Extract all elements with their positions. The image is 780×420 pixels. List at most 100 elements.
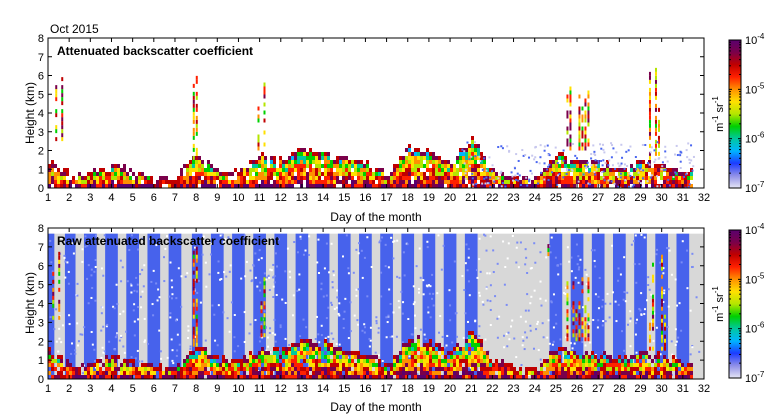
backscatter-cell <box>210 180 213 184</box>
noise-speck <box>286 247 289 250</box>
backscatter-cell <box>402 355 405 359</box>
cloud-cell <box>584 114 587 119</box>
noise-speck <box>115 332 118 335</box>
noise-speck <box>563 292 566 295</box>
cloud-cell <box>195 254 198 259</box>
noise-speck <box>550 236 553 239</box>
backscatter-cell <box>342 180 345 184</box>
aerosol-speck <box>464 168 467 171</box>
backscatter-cell <box>330 359 333 363</box>
backscatter-cell <box>471 335 474 339</box>
backscatter-cell <box>75 371 78 375</box>
aerosol-speck <box>684 186 687 188</box>
noise-speck <box>467 280 470 283</box>
noise-speck <box>387 314 390 317</box>
noise-speck <box>335 343 338 346</box>
backscatter-cell <box>573 371 576 375</box>
backscatter-cell <box>357 172 360 176</box>
cloud-cell <box>192 342 195 347</box>
backscatter-cell <box>330 363 333 367</box>
noise-speck <box>439 314 442 317</box>
backscatter-cell <box>114 375 117 379</box>
cloud-cell <box>581 130 584 135</box>
cloud-cell <box>192 111 195 116</box>
backscatter-cell <box>243 176 246 180</box>
noise-speck <box>391 335 394 338</box>
cloud-cell <box>566 126 569 131</box>
backscatter-cell <box>78 184 81 188</box>
backscatter-cell <box>513 180 516 184</box>
backscatter-cell <box>396 359 399 363</box>
backscatter-cell <box>270 164 273 168</box>
backscatter-cell <box>552 363 555 367</box>
noise-speck <box>552 293 555 296</box>
cloud-cell <box>55 89 58 94</box>
backscatter-cell <box>408 144 411 148</box>
backscatter-cell <box>426 152 429 156</box>
backscatter-cell <box>558 367 561 371</box>
noise-speck <box>662 272 665 275</box>
cloud-cell <box>257 138 260 143</box>
backscatter-cell <box>669 168 672 172</box>
noise-speck <box>338 343 341 346</box>
noise-speck <box>317 238 320 241</box>
backscatter-cell <box>276 371 279 375</box>
backscatter-cell <box>255 172 258 176</box>
cloud-cell <box>660 330 663 335</box>
cloud-cell <box>55 137 58 142</box>
backscatter-cell <box>336 160 339 164</box>
backscatter-cell <box>504 375 507 379</box>
backscatter-cell <box>447 160 450 164</box>
noise-speck <box>632 240 635 243</box>
aerosol-speck <box>607 179 610 182</box>
noise-speck <box>100 267 103 270</box>
backscatter-cell <box>492 371 495 375</box>
aerosol-speck <box>590 157 593 160</box>
backscatter-cell <box>417 152 420 156</box>
backscatter-cell <box>126 359 129 363</box>
backscatter-cell <box>315 152 318 156</box>
backscatter-cell <box>336 168 339 172</box>
backscatter-cell <box>603 180 606 184</box>
noise-speck <box>428 292 431 295</box>
noise-speck <box>77 340 80 343</box>
noise-speck <box>397 300 400 303</box>
backscatter-cell <box>270 160 273 164</box>
backscatter-cell <box>417 184 420 188</box>
backscatter-cell <box>588 359 591 363</box>
backscatter-cell <box>312 351 315 355</box>
backscatter-cell <box>570 359 573 363</box>
backscatter-cell <box>372 371 375 375</box>
backscatter-cell <box>174 375 177 379</box>
backscatter-cell <box>141 172 144 176</box>
cloud-cell <box>61 85 64 90</box>
backscatter-cell <box>324 160 327 164</box>
noise-speck <box>633 263 636 266</box>
backscatter-cell <box>402 180 405 184</box>
noise-speck <box>597 319 600 322</box>
backscatter-cell <box>486 351 489 355</box>
backscatter-cell <box>684 180 687 184</box>
backscatter-cell <box>675 176 678 180</box>
backscatter-cell <box>393 180 396 184</box>
cloud-cell <box>52 287 55 292</box>
backscatter-cell <box>237 367 240 371</box>
backscatter-cell <box>399 164 402 168</box>
noise-speck <box>338 314 341 317</box>
noise-speck <box>582 306 585 309</box>
noise-speck <box>388 288 391 291</box>
backscatter-cell <box>63 367 66 371</box>
backscatter-cell <box>510 367 513 371</box>
backscatter-cell <box>264 180 267 184</box>
backscatter-cell <box>285 355 288 359</box>
backscatter-cell <box>417 347 420 351</box>
backscatter-cell <box>270 168 273 172</box>
backscatter-cell <box>105 367 108 371</box>
backscatter-cell <box>414 168 417 172</box>
backscatter-cell <box>93 184 96 188</box>
noise-speck <box>667 247 670 250</box>
backscatter-cell <box>276 168 279 172</box>
cloud-cell <box>657 143 660 148</box>
backscatter-cell <box>486 184 489 188</box>
backscatter-cell <box>141 184 144 188</box>
